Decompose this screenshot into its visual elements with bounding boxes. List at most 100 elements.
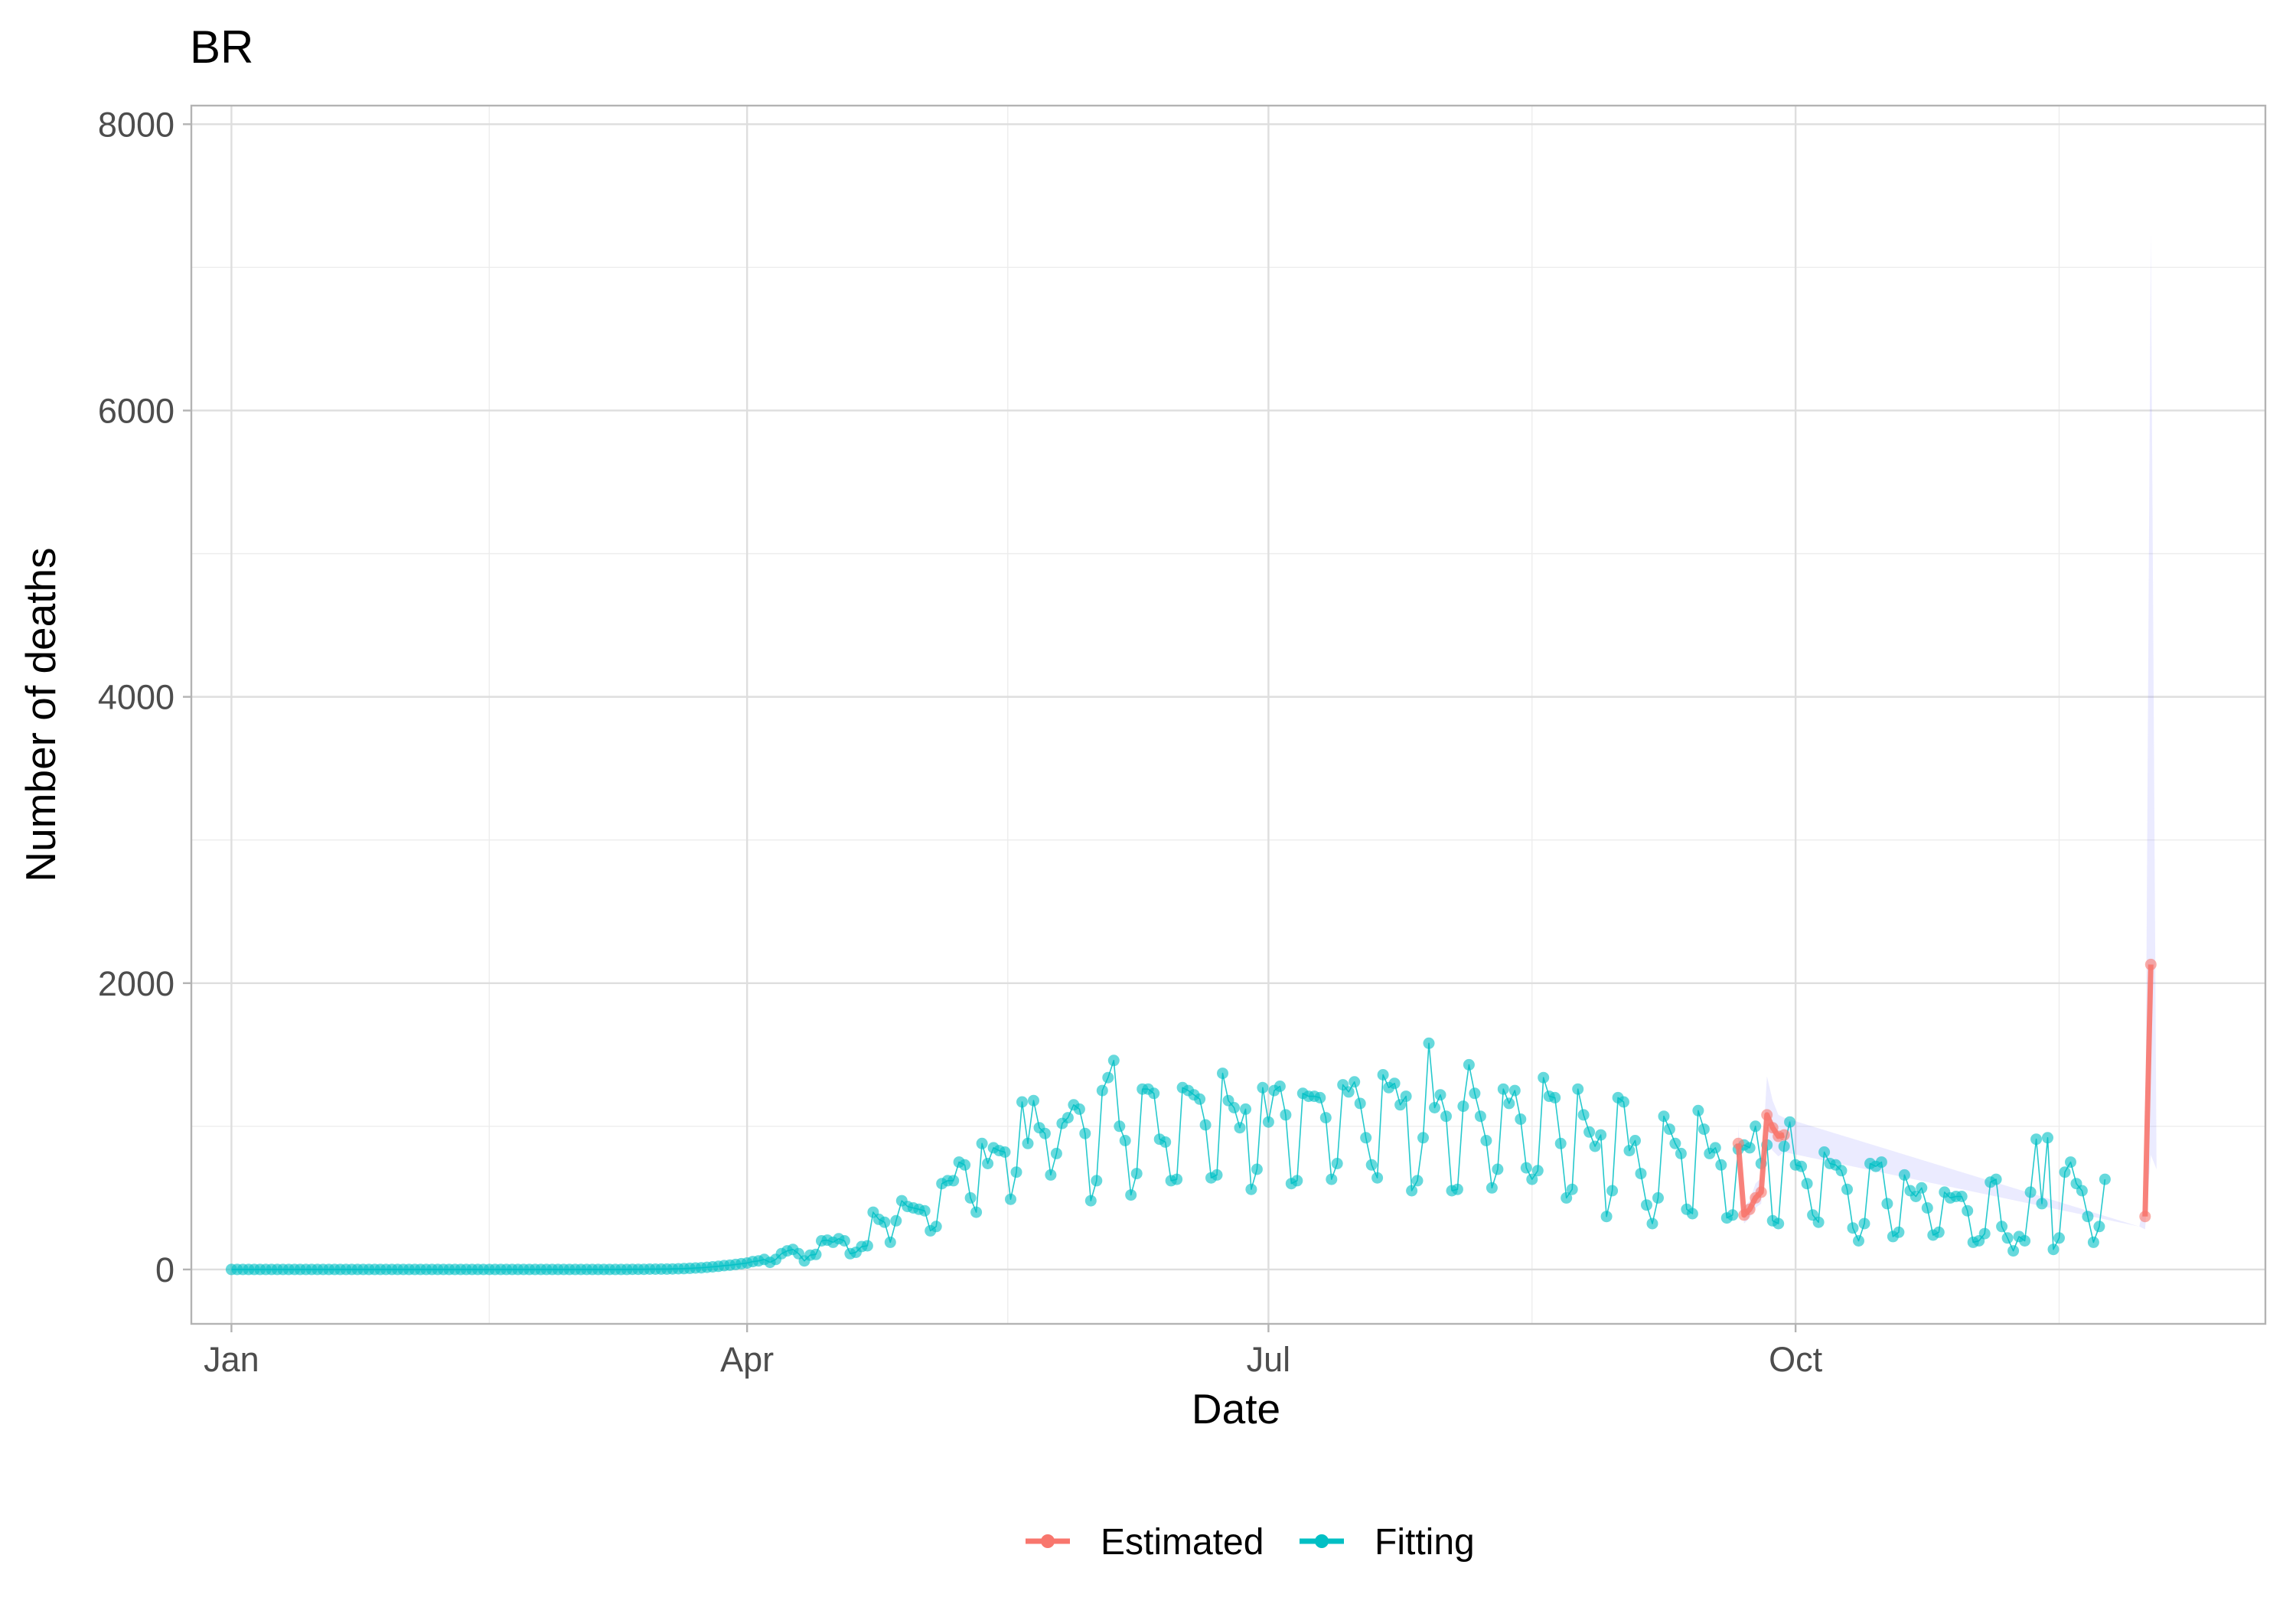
data-point (1503, 1097, 1515, 1110)
data-point (1778, 1140, 1790, 1152)
data-point (1291, 1175, 1303, 1187)
data-point (1050, 1147, 1062, 1159)
data-point (1841, 1183, 1853, 1195)
data-point (959, 1159, 971, 1171)
data-point (1217, 1068, 1228, 1080)
data-point (1761, 1109, 1773, 1121)
data-point (1394, 1099, 1407, 1111)
data-point (1818, 1146, 1831, 1158)
data-point (1921, 1202, 1933, 1214)
data-point (1715, 1159, 1727, 1171)
data-point (1492, 1163, 1504, 1175)
data-point (1463, 1058, 1475, 1071)
data-point (1996, 1221, 2008, 1233)
data-point (838, 1235, 850, 1247)
data-point (1692, 1104, 1704, 1116)
data-point (1091, 1175, 1103, 1187)
y-tick-label: 6000 (98, 391, 174, 430)
y-tick-label: 0 (155, 1250, 174, 1289)
data-point (1262, 1116, 1274, 1128)
data-point (1508, 1084, 1521, 1097)
data-point (1743, 1142, 1756, 1154)
data-point (1377, 1069, 1389, 1081)
data-point (1084, 1195, 1097, 1207)
data-point (1875, 1156, 1887, 1169)
data-point (1743, 1203, 1756, 1215)
data-point (1354, 1097, 1366, 1110)
data-point (2036, 1198, 2048, 1210)
data-point (1474, 1110, 1486, 1123)
data-point (2076, 1185, 2088, 1197)
series-estimated (2139, 958, 2157, 1223)
data-point (1096, 1084, 1108, 1097)
legend-item-fitting: Fitting (1300, 1522, 1475, 1563)
data-point (1457, 1100, 1469, 1113)
data-point (2042, 1132, 2053, 1144)
data-point (1411, 1175, 1424, 1187)
data-point (1159, 1136, 1172, 1148)
data-point (810, 1248, 822, 1260)
data-point (2144, 958, 2157, 970)
data-point (1847, 1222, 1859, 1234)
data-point (1531, 1165, 1544, 1177)
data-point (890, 1214, 902, 1227)
data-point (1451, 1183, 1463, 1195)
series-layer (225, 958, 2157, 1276)
data-point (2139, 1211, 2151, 1223)
data-point (2087, 1236, 2099, 1248)
data-point (1388, 1077, 1401, 1090)
data-point (1773, 1217, 1785, 1230)
data-point (918, 1204, 931, 1217)
data-point (930, 1221, 942, 1233)
data-point (1423, 1037, 1435, 1049)
data-point (1039, 1127, 1051, 1139)
data-point (1342, 1086, 1355, 1098)
data-point (1125, 1189, 1137, 1201)
data-point (1257, 1081, 1269, 1094)
y-tick-label: 8000 (98, 105, 174, 144)
data-point (1554, 1137, 1567, 1149)
data-point (1623, 1145, 1636, 1157)
data-point (1045, 1169, 1057, 1181)
data-point (1274, 1081, 1286, 1092)
data-point (970, 1206, 983, 1218)
data-point (1978, 1227, 1991, 1240)
data-point (1400, 1090, 1412, 1103)
minor-gridlines (191, 106, 2265, 1324)
data-point (964, 1191, 977, 1204)
data-point (1022, 1137, 1034, 1149)
data-point (1028, 1094, 1039, 1107)
data-point (1812, 1216, 1825, 1228)
data-point (1675, 1147, 1687, 1159)
data-point (1480, 1135, 1492, 1146)
legend-label: Fitting (1375, 1522, 1475, 1563)
data-point (2030, 1133, 2043, 1146)
data-point (884, 1236, 896, 1248)
data-point (1520, 1162, 1532, 1174)
data-point (1658, 1110, 1670, 1123)
data-point (1114, 1120, 1126, 1133)
data-point (1732, 1137, 1744, 1149)
data-point (1073, 1103, 1085, 1115)
data-point (1669, 1137, 1681, 1149)
data-point (1784, 1116, 1796, 1128)
data-point (1429, 1102, 1440, 1113)
data-point (1245, 1183, 1257, 1195)
data-point (1010, 1166, 1022, 1178)
series-estimated (1732, 1109, 1790, 1221)
data-point (1107, 1054, 1120, 1067)
data-point (1595, 1129, 1607, 1141)
data-point (1417, 1132, 1429, 1144)
data-point (1515, 1113, 1527, 1125)
data-point (1119, 1135, 1131, 1146)
data-point (1583, 1126, 1596, 1138)
data-point (1130, 1168, 1143, 1180)
data-point (1469, 1087, 1481, 1100)
data-point (1572, 1083, 1584, 1095)
data-point (1629, 1135, 1641, 1146)
data-point (1102, 1071, 1114, 1084)
x-tick-label: Jul (1247, 1340, 1291, 1379)
legend-item-estimated: Estimated (1026, 1522, 1264, 1563)
data-point (1577, 1109, 1590, 1121)
